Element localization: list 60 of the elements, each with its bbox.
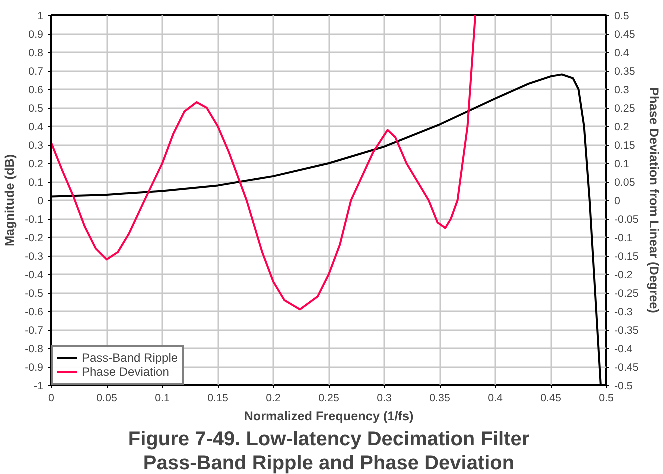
legend-label: Pass-Band Ripple (82, 351, 178, 365)
y2-tick-label: -0.1 (614, 232, 633, 244)
y-tick-label: -0.2 (25, 232, 44, 244)
y-tick-label: 0.4 (28, 122, 44, 134)
y-tick-label: -0.4 (25, 270, 44, 282)
y-tick-label: 0.6 (28, 84, 44, 96)
y-axis-title: Magnitude (dB) (3, 154, 18, 247)
y-tick-label: 0.7 (28, 66, 44, 78)
y2-tick-label: -0.5 (614, 380, 633, 392)
y-tick-label: -0.1 (25, 214, 44, 226)
x-tick-label: 0.05 (96, 392, 118, 404)
x-axis-title: Normalized Frequency (1/fs) (244, 410, 414, 424)
y2-tick-label: 0.05 (614, 177, 636, 189)
y-tick-label: -0.8 (25, 344, 44, 356)
legend-label: Phase Deviation (82, 365, 170, 379)
y2-tick-label: -0.4 (614, 344, 633, 356)
y2-tick-label: 0.25 (614, 103, 636, 115)
y-tick-label: 0.5 (28, 103, 44, 115)
y-tick-label: 0.9 (28, 29, 44, 41)
x-tick-label: 0.5 (599, 392, 614, 404)
x-tick-label: 0.25 (318, 392, 340, 404)
y-tick-label: 0 (38, 196, 44, 208)
x-tick-label: 0.15 (208, 392, 228, 404)
y-tick-label: -0.3 (25, 251, 44, 263)
y2-tick-label: 0.15 (614, 140, 636, 152)
y2-axis-title: Phase Deviation from Linear (Degree) (646, 88, 661, 314)
y2-tick-label: 0.1 (614, 158, 630, 170)
text: Figure 7-49. Low-latency Decimation Filter Pass-Band Ripple and Phase Deviation (128, 428, 530, 474)
y2-tick-label: 0.2 (614, 122, 630, 134)
y-tick-label: 0.2 (28, 158, 44, 170)
x-tick-label: 0.35 (430, 392, 450, 404)
line-series (52, 16, 477, 311)
y2-tick-label: -0.3 (614, 306, 633, 318)
y2-tick-label: 0.45 (614, 29, 636, 41)
y-tick-label: 1 (38, 10, 44, 22)
y-tick-label: -0.6 (25, 306, 44, 318)
y2-tick-label: 0 (614, 196, 620, 208)
y2-tick-label: 0.3 (614, 84, 630, 96)
y2-tick-label: -0.25 (614, 288, 639, 300)
y2-tick-label: -0.35 (614, 325, 639, 337)
y-tick-label: 0.3 (28, 140, 44, 152)
y2-tick-label: -0.45 (614, 362, 639, 374)
y2-tick-label: 0.5 (614, 10, 630, 22)
y-tick-label: 0.1 (28, 177, 44, 189)
y-tick-label: -0.9 (25, 362, 44, 374)
y-tick-label: 0.8 (28, 48, 44, 60)
y2-tick-label: -0.2 (614, 270, 633, 282)
x-tick-label: 0.2 (266, 392, 281, 404)
y2-tick-label: -0.05 (614, 214, 639, 226)
y2-tick-label: 0.4 (614, 48, 630, 60)
x-tick-label: 0.1 (155, 392, 170, 404)
y-tick-label: -0.5 (25, 288, 44, 300)
x-tick-label: 0.4 (488, 392, 503, 404)
y2-tick-label: -0.15 (614, 251, 639, 263)
y-tick-label: -0.7 (25, 325, 44, 337)
y-tick-label: -1 (34, 380, 44, 392)
y2-tick-label: 0.35 (614, 66, 636, 78)
x-tick-label: 0.45 (540, 392, 562, 404)
x-tick-label: 0.3 (377, 392, 392, 404)
x-tick-label: 0 (48, 392, 55, 404)
